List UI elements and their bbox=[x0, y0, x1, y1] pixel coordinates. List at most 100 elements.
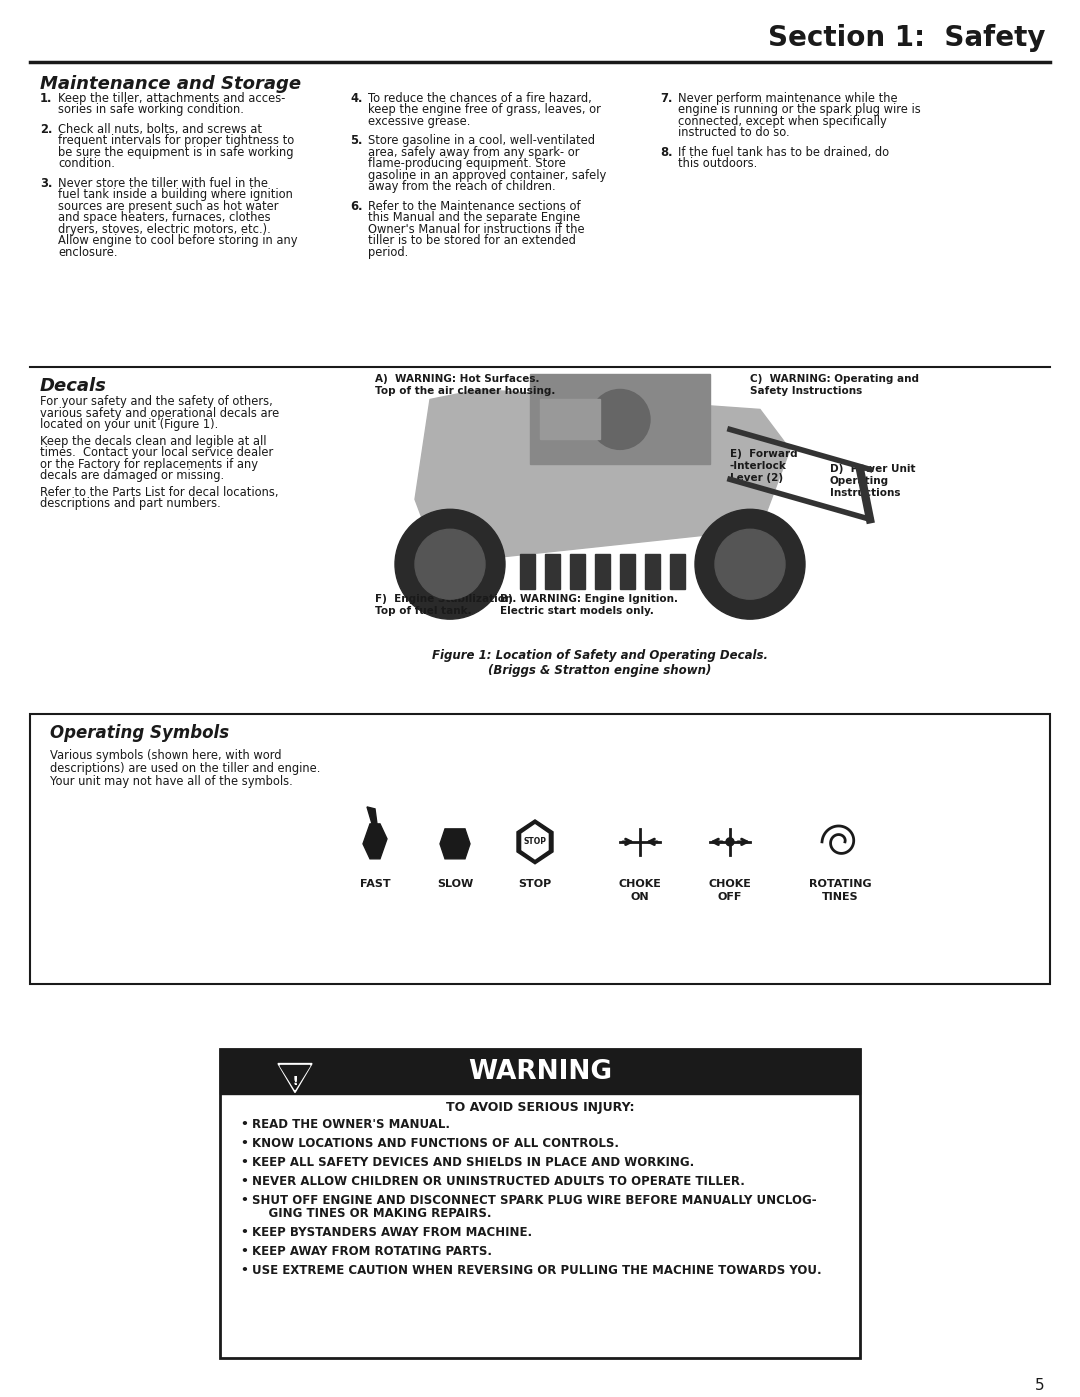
Text: tiller is to be stored for an extended: tiller is to be stored for an extended bbox=[368, 235, 576, 247]
Text: 2.: 2. bbox=[40, 123, 52, 136]
Text: For your safety and the safety of others,: For your safety and the safety of others… bbox=[40, 395, 273, 408]
Text: F)  Engine Stabilization.
Top of fuel tank.: F) Engine Stabilization. Top of fuel tan… bbox=[375, 594, 516, 616]
Text: 8.: 8. bbox=[660, 145, 673, 159]
Text: Operating Symbols: Operating Symbols bbox=[50, 724, 229, 742]
Text: away from the reach of children.: away from the reach of children. bbox=[368, 180, 555, 193]
Text: STOP: STOP bbox=[524, 837, 546, 847]
Text: •: • bbox=[240, 1157, 248, 1169]
Text: Refer to the Maintenance sections of: Refer to the Maintenance sections of bbox=[368, 200, 581, 212]
Polygon shape bbox=[415, 390, 789, 559]
Text: E)  Forward
-Interlock
Lever (2): E) Forward -Interlock Lever (2) bbox=[730, 450, 798, 482]
Bar bbox=[570, 555, 585, 590]
Text: this Manual and the separate Engine: this Manual and the separate Engine bbox=[368, 211, 580, 224]
Text: Never perform maintenance while the: Never perform maintenance while the bbox=[678, 92, 897, 105]
Polygon shape bbox=[522, 824, 548, 859]
Text: •: • bbox=[240, 1264, 248, 1277]
Text: fuel tank inside a building where ignition: fuel tank inside a building where igniti… bbox=[58, 189, 293, 201]
Bar bbox=[645, 555, 660, 590]
Text: 7.: 7. bbox=[660, 92, 673, 105]
Text: 4.: 4. bbox=[350, 92, 363, 105]
Text: 3.: 3. bbox=[40, 177, 52, 190]
Text: •: • bbox=[240, 1194, 248, 1207]
Circle shape bbox=[715, 529, 785, 599]
Text: NEVER ALLOW CHILDREN OR UNINSTRUCTED ADULTS TO OPERATE TILLER.: NEVER ALLOW CHILDREN OR UNINSTRUCTED ADU… bbox=[252, 1175, 745, 1189]
Text: !: ! bbox=[293, 1076, 298, 1085]
Text: •: • bbox=[240, 1175, 248, 1189]
Text: times.  Contact your local service dealer: times. Contact your local service dealer bbox=[40, 447, 273, 460]
Text: condition.: condition. bbox=[58, 158, 114, 170]
Bar bbox=[530, 374, 710, 464]
Circle shape bbox=[415, 529, 485, 599]
Text: be sure the equipment is in safe working: be sure the equipment is in safe working bbox=[58, 145, 294, 159]
Polygon shape bbox=[440, 828, 470, 859]
Text: •: • bbox=[240, 1245, 248, 1259]
Text: Figure 1: Location of Safety and Operating Decals.
(Briggs & Stratton engine sho: Figure 1: Location of Safety and Operati… bbox=[432, 650, 768, 678]
Text: gasoline in an approved container, safely: gasoline in an approved container, safel… bbox=[368, 169, 606, 182]
Text: or the Factory for replacements if any: or the Factory for replacements if any bbox=[40, 458, 258, 471]
Text: connected, except when specifically: connected, except when specifically bbox=[678, 115, 887, 129]
Text: period.: period. bbox=[368, 246, 408, 258]
Bar bbox=[620, 555, 635, 590]
Polygon shape bbox=[363, 824, 387, 859]
Text: Decals: Decals bbox=[40, 377, 107, 395]
Text: sories in safe working condition.: sories in safe working condition. bbox=[58, 103, 244, 116]
Text: SLOW: SLOW bbox=[437, 879, 473, 888]
Text: Keep the tiller, attachments and acces-: Keep the tiller, attachments and acces- bbox=[58, 92, 285, 105]
Text: Refer to the Parts List for decal locations,: Refer to the Parts List for decal locati… bbox=[40, 486, 279, 499]
Text: Store gasoline in a cool, well-ventilated: Store gasoline in a cool, well-ventilate… bbox=[368, 134, 595, 147]
Polygon shape bbox=[285, 1066, 305, 1088]
Text: this outdoors.: this outdoors. bbox=[678, 158, 757, 170]
Text: Maintenance and Storage: Maintenance and Storage bbox=[40, 75, 301, 92]
Text: •: • bbox=[240, 1227, 248, 1239]
Text: To reduce the chances of a fire hazard,: To reduce the chances of a fire hazard, bbox=[368, 92, 592, 105]
Text: KEEP ALL SAFETY DEVICES AND SHIELDS IN PLACE AND WORKING.: KEEP ALL SAFETY DEVICES AND SHIELDS IN P… bbox=[252, 1157, 694, 1169]
Text: excessive grease.: excessive grease. bbox=[368, 115, 471, 129]
Text: !: ! bbox=[292, 1076, 298, 1088]
Text: sources are present such as hot water: sources are present such as hot water bbox=[58, 200, 279, 212]
Bar bbox=[519, 555, 535, 590]
Text: decals are damaged or missing.: decals are damaged or missing. bbox=[40, 469, 225, 482]
Text: •: • bbox=[240, 1137, 248, 1151]
Text: STOP: STOP bbox=[518, 879, 552, 888]
Text: located on your unit (Figure 1).: located on your unit (Figure 1). bbox=[40, 419, 218, 432]
Text: Check all nuts, bolts, and screws at: Check all nuts, bolts, and screws at bbox=[58, 123, 262, 136]
Circle shape bbox=[590, 390, 650, 450]
Text: 1.: 1. bbox=[40, 92, 52, 105]
Text: descriptions) are used on the tiller and engine.: descriptions) are used on the tiller and… bbox=[50, 761, 321, 775]
Text: KNOW LOCATIONS AND FUNCTIONS OF ALL CONTROLS.: KNOW LOCATIONS AND FUNCTIONS OF ALL CONT… bbox=[252, 1137, 619, 1151]
Text: frequent intervals for proper tightness to: frequent intervals for proper tightness … bbox=[58, 134, 294, 147]
Bar bbox=[545, 555, 561, 590]
Polygon shape bbox=[517, 820, 553, 863]
Text: various safety and operational decals are: various safety and operational decals ar… bbox=[40, 407, 280, 420]
Bar bbox=[670, 555, 685, 590]
Text: 5.: 5. bbox=[350, 134, 363, 147]
Text: A)  WARNING: Hot Surfaces.
Top of the air cleaner housing.: A) WARNING: Hot Surfaces. Top of the air… bbox=[375, 374, 555, 397]
Polygon shape bbox=[280, 1066, 310, 1090]
Bar bbox=[595, 555, 610, 590]
Text: CHOKE: CHOKE bbox=[708, 879, 752, 888]
Text: keep the engine free of grass, leaves, or: keep the engine free of grass, leaves, o… bbox=[368, 103, 600, 116]
Text: area, safely away from any spark- or: area, safely away from any spark- or bbox=[368, 145, 580, 159]
Text: instructed to do so.: instructed to do so. bbox=[678, 126, 789, 140]
Text: 5: 5 bbox=[1036, 1377, 1045, 1393]
Text: •: • bbox=[240, 1119, 248, 1132]
Text: ON: ON bbox=[631, 891, 649, 902]
Polygon shape bbox=[367, 807, 377, 824]
Text: Section 1:  Safety: Section 1: Safety bbox=[768, 24, 1045, 52]
Text: D)  Power Unit
Operating
Instructions: D) Power Unit Operating Instructions bbox=[831, 464, 916, 497]
Bar bbox=[220, 1049, 860, 1094]
Circle shape bbox=[726, 838, 734, 845]
Bar bbox=[540, 400, 600, 440]
FancyBboxPatch shape bbox=[220, 1049, 860, 1358]
Text: Allow engine to cool before storing in any: Allow engine to cool before storing in a… bbox=[58, 235, 297, 247]
Text: and space heaters, furnaces, clothes: and space heaters, furnaces, clothes bbox=[58, 211, 271, 224]
Polygon shape bbox=[278, 1063, 312, 1092]
Text: descriptions and part numbers.: descriptions and part numbers. bbox=[40, 497, 220, 510]
Circle shape bbox=[395, 510, 505, 619]
Text: If the fuel tank has to be drained, do: If the fuel tank has to be drained, do bbox=[678, 145, 889, 159]
FancyBboxPatch shape bbox=[30, 714, 1050, 983]
Text: Owner's Manual for instructions if the: Owner's Manual for instructions if the bbox=[368, 222, 584, 236]
Text: CHOKE: CHOKE bbox=[619, 879, 661, 888]
Text: engine is running or the spark plug wire is: engine is running or the spark plug wire… bbox=[678, 103, 921, 116]
Text: Various symbols (shown here, with word: Various symbols (shown here, with word bbox=[50, 749, 282, 761]
